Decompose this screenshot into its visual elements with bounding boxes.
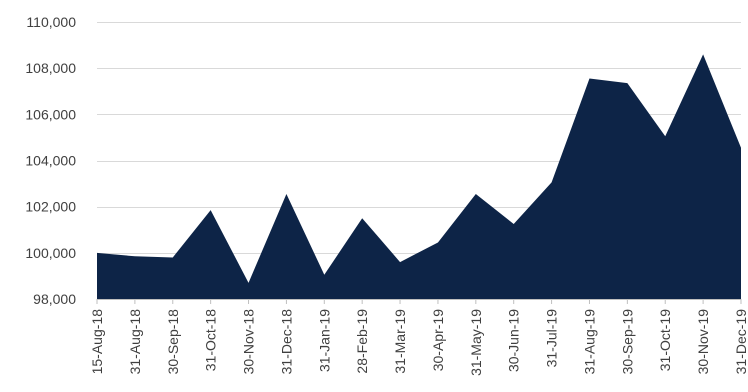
y-axis-ticks: 98,000 100,000 102,000 104,000 106,000 108,00… <box>25 14 76 307</box>
x-tick-label: 30-Apr-19 <box>430 309 446 371</box>
series-area <box>97 54 741 299</box>
x-tick-label: 31-Dec-18 <box>278 309 294 375</box>
y-tick-label: 100,000 <box>25 245 76 261</box>
x-tick-label: 15-Aug-18 <box>89 309 105 375</box>
x-tick-label: 31-Dec-19 <box>733 309 748 375</box>
x-axis-ticks: 15-Aug-18 31-Aug-18 30-Sep-18 31-Oct-18 30-N… <box>89 299 748 376</box>
x-tick-label: 31-Oct-19 <box>657 309 673 371</box>
x-tick-label: 31-Mar-19 <box>392 309 408 374</box>
x-tick-label: 31-May-19 <box>468 309 484 376</box>
x-tick-label: 31-Oct-18 <box>203 309 219 371</box>
y-tick-label: 102,000 <box>25 199 76 215</box>
y-tick-label: 98,000 <box>33 291 76 307</box>
x-tick-label: 31-Jan-19 <box>316 309 332 372</box>
x-tick-label: 30-Jun-19 <box>506 309 522 372</box>
y-tick-label: 104,000 <box>25 153 76 169</box>
plot-area <box>97 54 741 299</box>
x-tick-label: 31-Aug-18 <box>127 309 143 375</box>
x-tick-label: 30-Nov-18 <box>241 309 257 375</box>
x-tick-label: 30-Nov-19 <box>695 309 711 375</box>
y-tick-label: 108,000 <box>25 60 76 76</box>
y-tick-label: 106,000 <box>25 106 76 122</box>
x-tick-label: 31-Jul-19 <box>544 309 560 368</box>
y-tick-label: 110,000 <box>26 14 76 30</box>
x-tick-label: 31-Aug-19 <box>581 309 597 375</box>
x-tick-label: 30-Sep-19 <box>619 309 635 375</box>
x-tick-label: 30-Sep-18 <box>165 309 181 375</box>
x-tick-label: 28-Feb-19 <box>354 309 370 374</box>
